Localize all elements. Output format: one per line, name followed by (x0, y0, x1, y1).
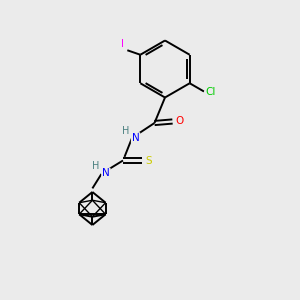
Text: N: N (132, 133, 140, 143)
Text: N: N (102, 168, 110, 178)
Text: H: H (122, 126, 129, 136)
Text: S: S (146, 155, 152, 166)
Text: O: O (175, 116, 183, 127)
Text: H: H (92, 160, 99, 171)
Text: Cl: Cl (206, 86, 216, 97)
Text: I: I (121, 39, 124, 49)
